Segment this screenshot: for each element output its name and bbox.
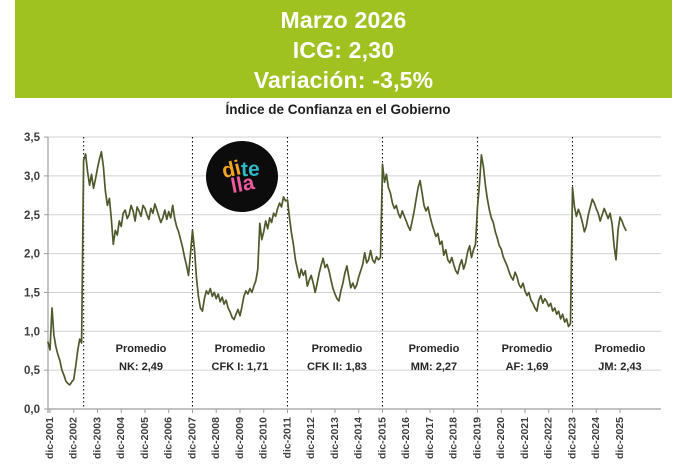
y-tick-label: 1,5 (24, 287, 41, 299)
header-banner: Marzo 2026 ICG: 2,30 Variación: -3,5% (15, 0, 672, 98)
x-tick-label: dic-2007 (186, 417, 198, 459)
period-average-value: CFK II: 1,83 (307, 361, 367, 373)
y-tick-label: 2,5 (24, 210, 41, 222)
period-average-value: CFK I: 1,71 (212, 361, 269, 373)
y-tick-label: 0,0 (24, 404, 40, 416)
x-tick-label: dic-2004 (115, 417, 127, 459)
x-tick-label: dic-2025 (614, 417, 626, 459)
x-tick-label: dic-2001 (44, 417, 56, 459)
x-tick-label: dic-2006 (163, 417, 175, 459)
period-average-value: JM: 2,43 (598, 361, 641, 373)
y-tick-label: 3,5 (24, 132, 41, 144)
period-average-label: Promedio (312, 343, 363, 355)
x-tick-label: dic-2020 (495, 417, 507, 459)
period-average-value: MM: 2,27 (411, 361, 457, 373)
period-average-value: AF: 1,69 (506, 361, 549, 373)
x-tick-label: dic-2012 (305, 417, 317, 459)
banner-icg-value: ICG: 2,30 (292, 37, 395, 63)
x-tick-label: dic-2021 (519, 417, 531, 459)
x-tick-label: dic-2023 (566, 417, 578, 459)
x-tick-label: dic-2024 (590, 417, 602, 459)
x-tick-label: dic-2017 (424, 417, 436, 459)
banner-variation: Variación: -3,5% (253, 67, 434, 93)
x-tick-label: dic-2013 (329, 417, 341, 459)
x-tick-label: dic-2022 (543, 417, 555, 459)
banner-month: Marzo 2026 (280, 7, 407, 33)
period-average-label: Promedio (116, 343, 167, 355)
logo-text-lla: lla (229, 170, 257, 198)
x-tick-label: dic-2015 (376, 417, 388, 459)
icg-series-line (47, 150, 627, 386)
period-average-label: Promedio (409, 343, 460, 355)
period-average-label: Promedio (215, 343, 266, 355)
x-tick-label: dic-2018 (448, 417, 460, 459)
y-tick-label: 0,5 (24, 365, 41, 377)
y-tick-label: 2,0 (24, 249, 40, 261)
chart-title: Índice de Confianza en el Gobierno (225, 102, 451, 117)
x-tick-label: dic-2014 (353, 417, 365, 459)
y-tick-label: 1,0 (24, 326, 40, 338)
period-average-value: NK: 2,49 (119, 361, 163, 373)
x-tick-label: dic-2005 (139, 417, 151, 459)
period-average-label: Promedio (502, 343, 553, 355)
period-average-label: Promedio (595, 343, 646, 355)
x-tick-label: dic-2016 (400, 417, 412, 459)
x-tick-label: dic-2010 (258, 417, 270, 459)
x-tick-label: dic-2003 (91, 417, 103, 459)
ditella-logo-bottom-row: lla (229, 170, 257, 198)
x-tick-label: dic-2009 (234, 417, 246, 459)
y-tick-label: 3,0 (24, 171, 40, 183)
x-tick-label: dic-2002 (68, 417, 80, 459)
x-tick-label: dic-2008 (210, 417, 222, 459)
x-tick-label: dic-2011 (281, 417, 293, 459)
x-tick-label: dic-2019 (471, 417, 483, 459)
